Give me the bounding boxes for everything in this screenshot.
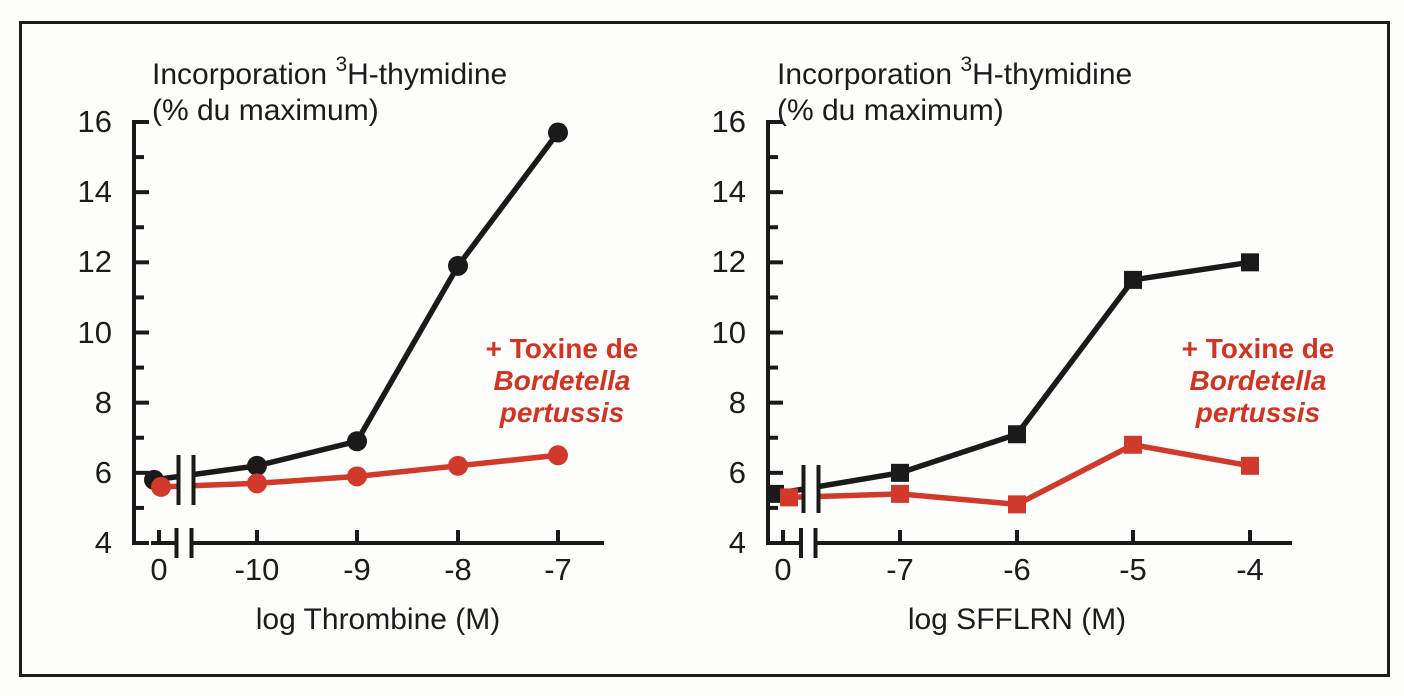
toxin-marker (1008, 495, 1026, 514)
annotation-line1: + Toxine de (1181, 333, 1335, 364)
right-title-line1: Incorporation 3H-thymidine (777, 54, 1337, 93)
y-tick-label: 12 (77, 244, 112, 280)
right-title-line2: (% du maximum) (777, 94, 1004, 127)
x-tick-label: 0 (150, 552, 168, 587)
y-tick-label: 16 (77, 104, 112, 139)
x-tick-label: -7 (544, 552, 572, 587)
x-tick-label: 0 (774, 552, 792, 587)
x-tick-label: -4 (1236, 552, 1264, 587)
title-text: H-thymidine (972, 58, 1133, 91)
annotation-line1: + Toxine de (485, 333, 639, 364)
title-text: H-thymidine (347, 58, 508, 91)
control-marker (448, 255, 468, 276)
control-marker (247, 455, 267, 476)
right-panel-title: Incorporation 3H-thymidine (% du maximum… (777, 54, 1337, 129)
control-marker (891, 463, 909, 482)
y-tick-label: 10 (711, 314, 746, 350)
y-tick-label: 6 (94, 454, 112, 490)
control-marker (1124, 270, 1142, 289)
control-marker (1241, 253, 1259, 272)
left-x-axis-label: log Thrombine (M) (255, 603, 501, 636)
toxin-marker (780, 488, 798, 507)
toxin-marker (448, 455, 468, 476)
x-tick-label: -9 (343, 552, 371, 587)
title-text: Incorporation (777, 58, 961, 91)
toxin-marker (1124, 435, 1142, 454)
annotation-line2: Bordetella (1189, 365, 1327, 396)
right-toxin-annotation: + Toxine de Bordetella pertussis (1088, 333, 1404, 429)
left-title-line2: (% du maximum) (152, 94, 379, 127)
annotation-line3: pertussis (499, 397, 625, 428)
y-tick-label: 10 (77, 314, 112, 350)
y-tick-label: 12 (711, 244, 746, 280)
control-marker (1008, 425, 1026, 444)
x-tick-label: -6 (1003, 552, 1031, 587)
x-tick-label: -5 (1119, 552, 1147, 587)
control-marker (766, 484, 784, 503)
y-tick-label: 6 (728, 454, 746, 490)
annotation-line2: Bordetella (493, 365, 631, 396)
x-tick-label: -8 (444, 552, 472, 587)
title-text: Incorporation (152, 58, 336, 91)
series-break-gap (180, 452, 192, 508)
x-tick-label: -7 (886, 552, 914, 587)
control-marker (548, 122, 568, 143)
y-tick-label: 14 (77, 174, 112, 210)
toxin-marker (247, 473, 267, 494)
y-tick-label: 8 (728, 384, 746, 420)
series-break-gap (805, 462, 817, 516)
y-tick-label: 8 (94, 384, 112, 420)
y-tick-label: 4 (728, 525, 746, 560)
left-panel-title: Incorporation 3H-thymidine (% du maximum… (152, 54, 712, 129)
toxin-marker (548, 445, 568, 466)
left-toxin-annotation: + Toxine de Bordetella pertussis (392, 333, 732, 429)
annotation-line3: pertussis (1195, 397, 1321, 428)
control-marker (347, 431, 367, 452)
toxin-marker (1241, 456, 1259, 475)
toxin-marker (151, 476, 171, 497)
y-tick-label: 16 (711, 104, 746, 139)
figure-border (19, 21, 1390, 677)
title-superscript: 3 (960, 53, 973, 76)
left-title-line1: Incorporation 3H-thymidine (152, 54, 712, 93)
title-superscript: 3 (335, 53, 348, 76)
x-tick-label: -10 (234, 552, 280, 587)
y-tick-label: 4 (94, 525, 112, 560)
toxin-marker (347, 466, 367, 487)
right-x-axis-label: log SFFLRN (M) (907, 603, 1127, 636)
y-tick-label: 14 (711, 174, 746, 210)
toxin-marker (891, 484, 909, 503)
